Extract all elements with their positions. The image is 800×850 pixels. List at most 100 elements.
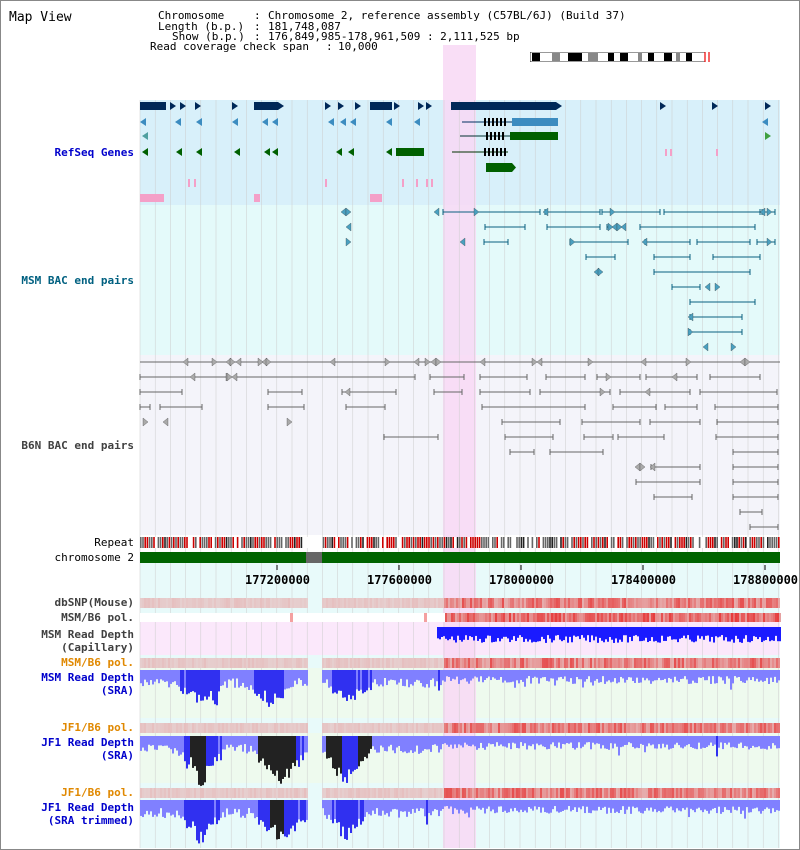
heat-cell	[650, 598, 652, 608]
heat-cell	[517, 613, 519, 622]
b6n-end-arrow	[182, 357, 189, 367]
heat-cell	[214, 658, 216, 668]
track-label-dbsnp[interactable]: dbSNP(Mouse)	[54, 596, 134, 609]
heat-cell	[462, 658, 464, 668]
track-label-jf1-b6-pol-1[interactable]: JF1/B6 pol.	[61, 721, 134, 734]
heat-cell	[336, 658, 338, 668]
heat-cell	[610, 598, 612, 608]
depth-bar	[352, 800, 354, 825]
track-label-msm-b6-pol-1[interactable]: MSM/B6 pol.	[61, 611, 134, 624]
heat-cell	[557, 613, 559, 622]
depth-bar	[670, 670, 672, 679]
chromosome-ideogram[interactable]	[530, 52, 710, 62]
track-label-refseq[interactable]: RefSeq Genes	[54, 146, 134, 159]
track-label-chromosome[interactable]: chromosome 2	[54, 551, 134, 564]
heat-cell	[424, 788, 426, 798]
depth-bar	[540, 800, 542, 813]
heat-cell	[527, 613, 529, 622]
repeat-block	[223, 537, 226, 548]
track-label-msm-bac[interactable]: MSM BAC end pairs	[21, 274, 134, 287]
repeat-block	[553, 537, 556, 548]
heat-cell	[706, 788, 708, 798]
depth-bar	[447, 627, 449, 641]
heat-cell	[404, 723, 406, 733]
heat-cell	[762, 788, 764, 798]
refseq-features[interactable]	[140, 102, 771, 202]
heat-cell	[716, 723, 718, 733]
heat-cell	[497, 613, 499, 622]
heat-cell	[638, 598, 640, 608]
heat-cell	[486, 723, 488, 733]
heat-cell	[506, 723, 508, 733]
track-label-b6n-bac[interactable]: B6N BAC end pairs	[21, 439, 134, 452]
depth-bar	[752, 736, 754, 746]
heat-cell	[510, 598, 512, 608]
heat-cell	[390, 658, 392, 668]
heat-cell	[432, 723, 434, 733]
heat-cell	[228, 723, 230, 733]
track-label-jf1-read-depth-trim[interactable]: JF1 Read Depth (SRA trimmed)	[41, 801, 134, 827]
heat-cell	[709, 613, 711, 622]
depth-bar	[728, 736, 730, 743]
repeat-track[interactable]	[140, 537, 780, 548]
depth-bar	[146, 736, 148, 752]
heat-cell	[358, 658, 360, 668]
heat-cell	[714, 788, 716, 798]
heat-cell	[222, 723, 224, 733]
depth-bar	[150, 670, 152, 681]
depth-bar	[528, 800, 530, 807]
track-label-repeat[interactable]: Repeat	[94, 536, 134, 549]
depth-bar	[714, 670, 716, 684]
heat-cell	[408, 723, 410, 733]
depth-bar	[186, 800, 188, 829]
heat-cell	[450, 598, 452, 608]
heat-cell	[624, 658, 626, 668]
heat-cell	[552, 658, 554, 668]
heat-cell	[572, 658, 574, 668]
heat-cell	[696, 723, 698, 733]
b6n-bac-pairs[interactable]	[139, 357, 780, 530]
heat-cell	[572, 723, 574, 733]
depth-bar	[711, 627, 713, 637]
heat-cell	[208, 658, 210, 668]
heat-cell	[682, 788, 684, 798]
heat-cell	[631, 613, 633, 622]
track-label-jf1-read-depth-sra[interactable]: JF1 Read Depth (SRA)	[41, 736, 134, 762]
heat-cell	[332, 723, 334, 733]
track-label-msm-read-depth-sra[interactable]: MSM Read Depth (SRA)	[41, 671, 134, 697]
depth-bar	[678, 736, 680, 746]
depth-bar	[450, 670, 452, 681]
heat-cell	[294, 598, 296, 608]
heat-cell	[722, 788, 724, 798]
gene-arrow	[175, 118, 181, 126]
track-label-msm-read-depth-cap[interactable]: MSM Read Depth (Capillary)	[41, 628, 134, 654]
heat-cell	[212, 788, 214, 798]
heat-cell	[358, 788, 360, 798]
quantitative-tracks[interactable]	[140, 598, 781, 844]
depth-bar	[272, 670, 274, 704]
heat-cell	[528, 723, 530, 733]
depth-bar	[616, 736, 618, 747]
repeat-block	[698, 537, 701, 548]
track-label-msm-b6-pol-2[interactable]: MSM/B6 pol.	[61, 656, 134, 669]
heat-cell	[690, 658, 692, 668]
heat-cell	[518, 598, 520, 608]
depth-bar	[364, 736, 366, 757]
heat-cell	[424, 598, 426, 608]
heat-cell	[496, 788, 498, 798]
heat-cell	[574, 723, 576, 733]
depth-bar	[420, 736, 422, 753]
depth-bar	[451, 627, 453, 637]
depth-bar	[596, 670, 598, 680]
msm-bac-pairs[interactable]	[340, 207, 776, 352]
depth-bar	[719, 627, 721, 637]
heat-cell	[692, 598, 694, 608]
heat-cell	[306, 598, 308, 608]
track-label-jf1-b6-pol-2[interactable]: JF1/B6 pol.	[61, 786, 134, 799]
depth-bar	[671, 627, 673, 640]
heat-cell	[254, 788, 256, 798]
chromosome-track[interactable]	[140, 552, 780, 563]
depth-bar	[632, 670, 634, 681]
heat-cell	[564, 788, 566, 798]
gene-arrow	[232, 118, 238, 126]
